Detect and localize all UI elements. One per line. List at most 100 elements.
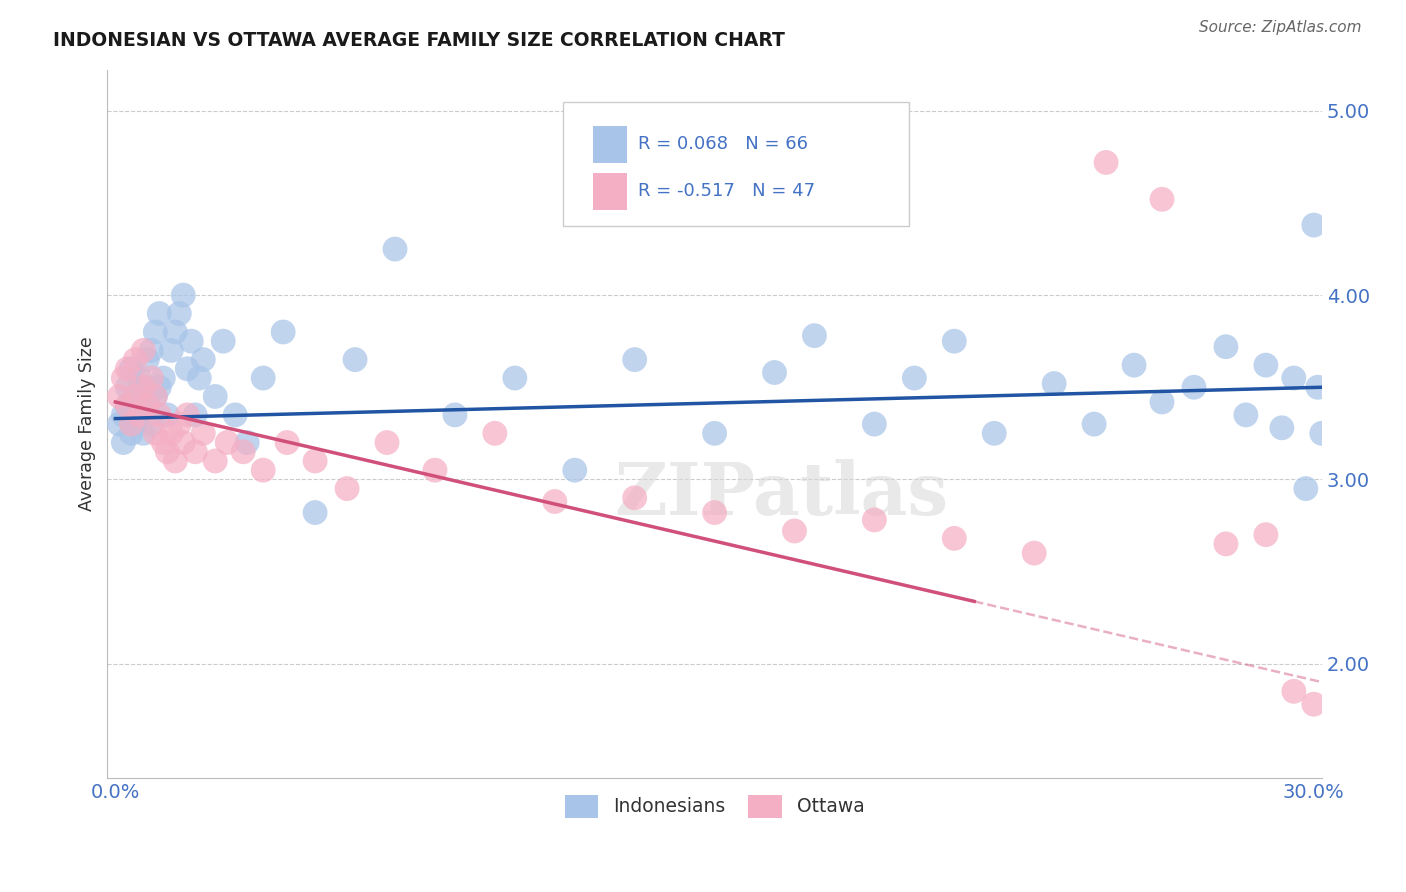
- Point: [143, 389, 166, 403]
- Point: [1254, 358, 1277, 372]
- Point: [444, 408, 467, 422]
- Point: [148, 408, 170, 422]
- Point: [156, 444, 179, 458]
- Point: [120, 417, 142, 431]
- Point: [1282, 684, 1305, 698]
- Point: [1234, 408, 1257, 422]
- Point: [152, 371, 174, 385]
- Point: [184, 444, 207, 458]
- Point: [160, 343, 183, 358]
- Point: [132, 426, 155, 441]
- Point: [136, 399, 159, 413]
- Point: [132, 380, 155, 394]
- Point: [124, 352, 146, 367]
- Point: [132, 380, 155, 394]
- FancyBboxPatch shape: [593, 126, 627, 162]
- Point: [1150, 192, 1173, 206]
- Text: INDONESIAN VS OTTAWA AVERAGE FAMILY SIZE CORRELATION CHART: INDONESIAN VS OTTAWA AVERAGE FAMILY SIZE…: [53, 31, 786, 50]
- Text: R = 0.068   N = 66: R = 0.068 N = 66: [638, 136, 808, 153]
- Point: [176, 361, 198, 376]
- Point: [703, 506, 725, 520]
- Point: [172, 435, 194, 450]
- Point: [1043, 376, 1066, 391]
- FancyBboxPatch shape: [562, 103, 908, 226]
- Point: [112, 408, 135, 422]
- Point: [188, 371, 211, 385]
- Point: [304, 506, 326, 520]
- Point: [503, 371, 526, 385]
- Point: [1310, 426, 1333, 441]
- Point: [1024, 546, 1046, 560]
- Point: [172, 288, 194, 302]
- Point: [484, 426, 506, 441]
- Point: [344, 352, 367, 367]
- Point: [165, 325, 187, 339]
- Point: [152, 435, 174, 450]
- Text: Source: ZipAtlas.com: Source: ZipAtlas.com: [1198, 20, 1361, 35]
- Point: [384, 242, 406, 256]
- Point: [141, 371, 163, 385]
- Point: [136, 399, 159, 413]
- Point: [623, 491, 645, 505]
- Point: [184, 408, 207, 422]
- Point: [112, 371, 135, 385]
- Point: [1254, 527, 1277, 541]
- Point: [236, 435, 259, 450]
- Point: [143, 325, 166, 339]
- Point: [141, 343, 163, 358]
- Point: [108, 389, 131, 403]
- Point: [165, 454, 187, 468]
- Point: [863, 417, 886, 431]
- Point: [1215, 340, 1237, 354]
- Point: [120, 426, 142, 441]
- Point: [1282, 371, 1305, 385]
- Point: [1150, 395, 1173, 409]
- Point: [156, 408, 179, 422]
- Point: [212, 334, 235, 348]
- Y-axis label: Average Family Size: Average Family Size: [79, 337, 96, 511]
- Point: [143, 389, 166, 403]
- Point: [1123, 358, 1146, 372]
- Point: [1295, 482, 1317, 496]
- Point: [252, 463, 274, 477]
- Point: [117, 380, 139, 394]
- Point: [124, 389, 146, 403]
- Point: [117, 399, 139, 413]
- Point: [141, 417, 163, 431]
- Point: [204, 389, 226, 403]
- Point: [108, 417, 131, 431]
- Point: [544, 494, 567, 508]
- Point: [943, 334, 966, 348]
- FancyBboxPatch shape: [593, 173, 627, 210]
- Point: [703, 426, 725, 441]
- Point: [943, 532, 966, 546]
- Point: [623, 352, 645, 367]
- Point: [803, 328, 825, 343]
- Point: [1215, 537, 1237, 551]
- Point: [1302, 697, 1324, 711]
- Point: [128, 408, 150, 422]
- Point: [193, 352, 215, 367]
- Point: [903, 371, 925, 385]
- Point: [336, 482, 359, 496]
- Point: [783, 524, 806, 538]
- Point: [1271, 421, 1294, 435]
- Point: [204, 454, 226, 468]
- Point: [117, 361, 139, 376]
- Point: [193, 426, 215, 441]
- Point: [375, 435, 398, 450]
- Text: R = -0.517   N = 47: R = -0.517 N = 47: [638, 183, 815, 201]
- Point: [1302, 218, 1324, 232]
- Point: [176, 408, 198, 422]
- Point: [169, 417, 191, 431]
- Point: [148, 380, 170, 394]
- Point: [304, 454, 326, 468]
- Point: [217, 435, 239, 450]
- Point: [143, 426, 166, 441]
- Legend: Indonesians, Ottawa: Indonesians, Ottawa: [557, 788, 872, 825]
- Point: [128, 408, 150, 422]
- Point: [863, 513, 886, 527]
- Point: [132, 343, 155, 358]
- Point: [271, 325, 294, 339]
- Point: [128, 371, 150, 385]
